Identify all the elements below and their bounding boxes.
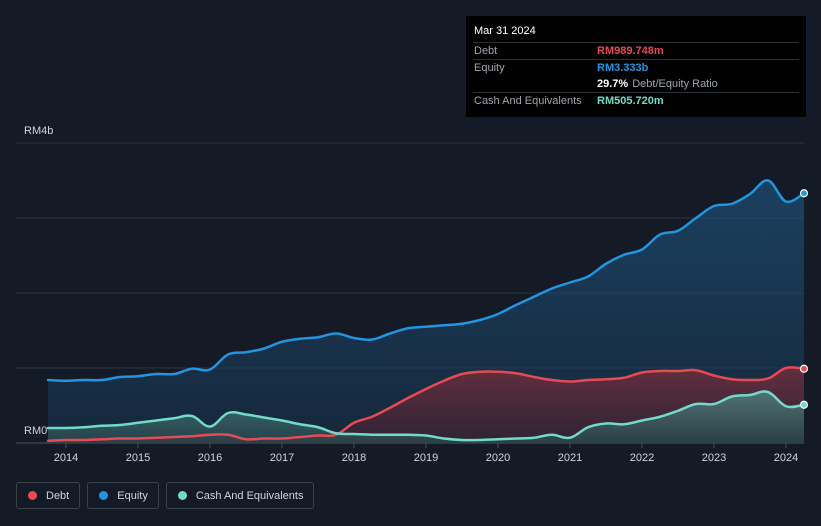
legend-item-equity[interactable]: Equity — [87, 482, 159, 509]
tooltip-row-cash: Cash And Equivalents RM505.720m — [473, 92, 799, 109]
x-tick-label: 2019 — [414, 452, 438, 464]
y-axis-max-label: RM4b — [24, 125, 54, 137]
legend: Debt Equity Cash And Equivalents — [16, 482, 315, 509]
legend-dot-icon — [28, 491, 37, 500]
x-tick-label: 2021 — [558, 452, 582, 464]
line-debt — [46, 366, 806, 442]
x-tick-label: 2015 — [126, 452, 150, 464]
legend-item-cash[interactable]: Cash And Equivalents — [165, 482, 315, 509]
tooltip-label: Debt — [474, 45, 498, 57]
tooltip-equity-value: RM3.333b — [597, 62, 649, 74]
legend-label: Equity — [117, 489, 148, 502]
legend-dot-icon — [99, 491, 109, 500]
legend-item-debt[interactable]: Debt — [16, 482, 81, 509]
data-tooltip: Mar 31 2024 Debt RM989.748m Equity RM3.3… — [466, 16, 806, 117]
series-lines — [46, 179, 806, 442]
tooltip-ratio-caption: Debt/Equity Ratio — [632, 78, 718, 90]
end-point-cash-and-equivalents — [799, 400, 809, 409]
tooltip-cash-value: RM505.720m — [597, 95, 664, 107]
legend-dot-icon — [177, 491, 187, 500]
end-point-equity — [799, 189, 809, 198]
y-axis-min-label: RM0 — [24, 425, 48, 437]
x-tick-label: 2014 — [54, 452, 78, 464]
x-tick-label: 2017 — [270, 452, 294, 464]
series-areas — [48, 180, 804, 443]
tooltip-row-debt: Debt RM989.748m — [473, 42, 799, 59]
tooltip-label: Cash And Equivalents — [474, 95, 582, 107]
end-markers — [799, 189, 809, 409]
tooltip-row-ratio: 29.7% Debt/Equity Ratio — [473, 76, 799, 92]
x-axis: 2014 2015 2016 2017 2018 2019 2020 2021 2022 2023… — [54, 443, 798, 464]
x-tick-label: 2022 — [630, 452, 654, 464]
tooltip-ratio-value: 29.7% — [597, 78, 629, 90]
x-tick-label: 2018 — [342, 452, 366, 464]
tooltip-debt-value: RM989.748m — [597, 45, 664, 57]
line-cash-and-equivalents — [46, 390, 806, 442]
legend-label: Debt — [46, 489, 70, 502]
line-equity — [46, 179, 806, 382]
tooltip-row-equity: Equity RM3.333b — [473, 59, 799, 76]
area-equity — [48, 180, 804, 443]
x-tick-label: 2020 — [486, 452, 510, 464]
tooltip-label: Equity — [474, 62, 505, 74]
x-tick-label: 2024 — [774, 452, 798, 464]
area-cash-and-equivalents — [48, 391, 804, 443]
legend-label: Cash And Equivalents — [195, 489, 304, 502]
end-point-debt — [799, 364, 809, 373]
x-tick-label: 2016 — [198, 452, 222, 464]
tooltip-date: Mar 31 2024 — [474, 25, 536, 37]
x-tick-label: 2023 — [702, 452, 726, 464]
